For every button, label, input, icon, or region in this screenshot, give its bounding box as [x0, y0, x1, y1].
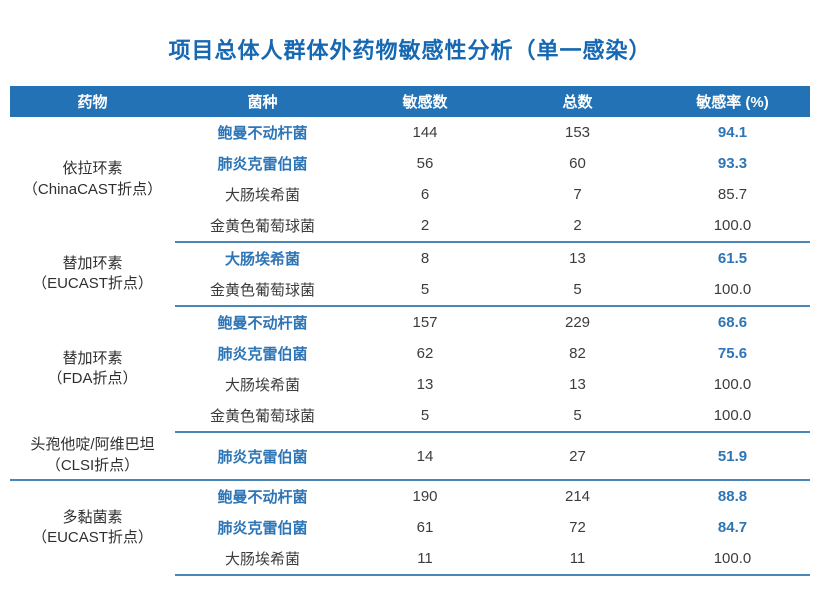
drug-breakpoint: （EUCAST折点） [32, 275, 153, 292]
rate-cell: 100.0 [713, 376, 752, 393]
drug-cell: 替加环素 （FDA折点） [10, 306, 175, 432]
drug-cell: 依拉环素 （ChinaCAST折点） [10, 117, 175, 242]
table-row: 多黏菌素 （EUCAST折点） 鲍曼不动杆菌 190 214 88.8 [10, 480, 810, 546]
total-cell: 229 [564, 314, 591, 331]
rate-cell: 94.1 [717, 124, 748, 141]
species-cell: 金黄色葡萄球菌 [175, 274, 350, 307]
table-row: 头孢他啶/阿维巴坦 （CLSI折点） 肺炎克雷伯菌 14 27 51.9 [10, 432, 810, 481]
rate-cell: 75.6 [717, 345, 748, 362]
total-cell: 13 [569, 376, 586, 393]
rate-cell: 100.0 [655, 210, 810, 243]
rate-cell: 100.0 [655, 274, 810, 307]
drug-breakpoint: （EUCAST折点） [32, 529, 153, 546]
table-row: 肺炎克雷伯菌 62 82 75.6 [10, 338, 810, 369]
species-cell: 鲍曼不动杆菌 [217, 315, 308, 332]
rate-cell: 85.7 [717, 186, 748, 203]
column-header-species: 菌种 [175, 86, 350, 117]
table-row: 金黄色葡萄球菌 2 2 100.0 [10, 210, 810, 243]
table-row: 大肠埃希菌 13 13 100.0 [10, 369, 810, 400]
drug-name: 替加环素 [62, 254, 123, 272]
species-cell: 肺炎克雷伯菌 [217, 156, 308, 173]
species-cell: 金黄色葡萄球菌 [175, 400, 350, 433]
sensitivity-table: 药物 菌种 敏感数 总数 敏感率 (%) 依拉环素 （ChinaCAST折点） 鲍曼… [10, 86, 810, 576]
sensitive-count-cell: 56 [416, 155, 434, 172]
rate-cell: 84.7 [717, 519, 748, 536]
total-cell: 5 [500, 274, 655, 307]
total-cell: 13 [569, 250, 586, 267]
rate-cell: 100.0 [655, 543, 810, 576]
species-cell: 肺炎克雷伯菌 [217, 520, 308, 537]
species-cell: 肺炎克雷伯菌 [217, 346, 308, 363]
table-row: 肺炎克雷伯菌 61 72 84.7 [10, 512, 810, 543]
drug-breakpoint: （FDA折点） [47, 370, 138, 387]
total-cell: 11 [500, 543, 655, 576]
total-cell: 214 [564, 488, 591, 505]
species-cell: 大肠埃希菌 [224, 251, 300, 268]
table-row: 替加环素 （EUCAST折点） 大肠埃希菌 8 13 61.5 [10, 242, 810, 292]
rate-cell: 100.0 [655, 400, 810, 433]
species-cell: 鲍曼不动杆菌 [217, 489, 308, 506]
drug-name: 多黏菌素 [62, 508, 123, 526]
rate-cell: 61.5 [717, 250, 748, 267]
drug-breakpoint: （ChinaCAST折点） [22, 180, 163, 198]
sensitive-count-cell: 6 [420, 186, 430, 203]
sensitive-count-cell: 13 [416, 376, 434, 393]
rate-cell: 68.6 [717, 314, 748, 331]
table-row: 金黄色葡萄球菌 5 5 100.0 [10, 274, 810, 307]
sensitive-count-cell: 8 [420, 250, 430, 267]
table-row: 金黄色葡萄球菌 5 5 100.0 [10, 400, 810, 433]
total-cell: 5 [500, 400, 655, 433]
table-body: 依拉环素 （ChinaCAST折点） 鲍曼不动杆菌 144 153 94.1 肺炎克雷伯菌 5… [10, 117, 810, 576]
sensitive-count-cell: 157 [412, 314, 438, 331]
sensitive-count-cell: 144 [412, 124, 438, 141]
drug-name: 替加环素 [62, 349, 123, 367]
table-row: 依拉环素 （ChinaCAST折点） 鲍曼不动杆菌 144 153 94.1 [10, 117, 810, 198]
species-cell: 鲍曼不动杆菌 [217, 125, 308, 142]
species-cell: 肺炎克雷伯菌 [175, 432, 350, 481]
sensitive-count-cell: 61 [416, 519, 434, 536]
species-cell: 大肠埃希菌 [175, 543, 350, 576]
table-header: 药物 菌种 敏感数 总数 敏感率 (%) [10, 86, 810, 117]
column-header-rate: 敏感率 (%) [655, 86, 810, 117]
drug-name: 头孢他啶/阿维巴坦 [30, 436, 155, 454]
table-row: 大肠埃希菌 11 11 100.0 [10, 543, 810, 576]
species-cell: 大肠埃希菌 [224, 187, 300, 204]
total-cell: 153 [564, 124, 591, 141]
sensitive-count-cell: 11 [350, 543, 500, 576]
sensitive-count-cell: 5 [350, 274, 500, 307]
table-row: 大肠埃希菌 6 7 85.7 [10, 179, 810, 210]
sensitive-count-cell: 190 [412, 488, 438, 505]
table-row: 肺炎克雷伯菌 56 60 93.3 [10, 148, 810, 179]
drug-cell: 替加环素 （EUCAST折点） [10, 242, 175, 306]
sensitive-count-cell: 62 [416, 345, 434, 362]
total-cell: 7 [573, 186, 582, 203]
rate-cell: 93.3 [717, 155, 748, 172]
total-cell: 72 [569, 519, 586, 536]
rate-cell: 88.8 [717, 488, 748, 505]
table-row: 替加环素 （FDA折点） 鲍曼不动杆菌 157 229 68.6 [10, 306, 810, 387]
drug-breakpoint: （CLSI折点） [45, 456, 140, 474]
sensitive-count-cell: 2 [350, 210, 500, 243]
column-header-sensitive-count: 敏感数 [350, 86, 500, 117]
sensitive-count-cell: 5 [350, 400, 500, 433]
page-title: 项目总体人群体外药物敏感性分析（单一感染） [168, 38, 652, 63]
column-header-total: 总数 [500, 86, 655, 117]
total-cell: 2 [500, 210, 655, 243]
header-row: 药物 菌种 敏感数 总数 敏感率 (%) [10, 86, 810, 117]
column-header-drug: 药物 [10, 86, 175, 117]
total-cell: 27 [500, 432, 655, 481]
species-cell: 大肠埃希菌 [224, 377, 300, 394]
species-cell: 金黄色葡萄球菌 [175, 210, 350, 243]
total-cell: 60 [569, 155, 586, 172]
drug-name: 依拉环素 [62, 160, 123, 178]
drug-cell: 头孢他啶/阿维巴坦 （CLSI折点） [10, 432, 175, 481]
sensitive-count-cell: 14 [350, 432, 500, 481]
rate-cell: 51.9 [655, 432, 810, 481]
drug-cell: 多黏菌素 （EUCAST折点） [10, 480, 175, 575]
total-cell: 82 [569, 345, 586, 362]
